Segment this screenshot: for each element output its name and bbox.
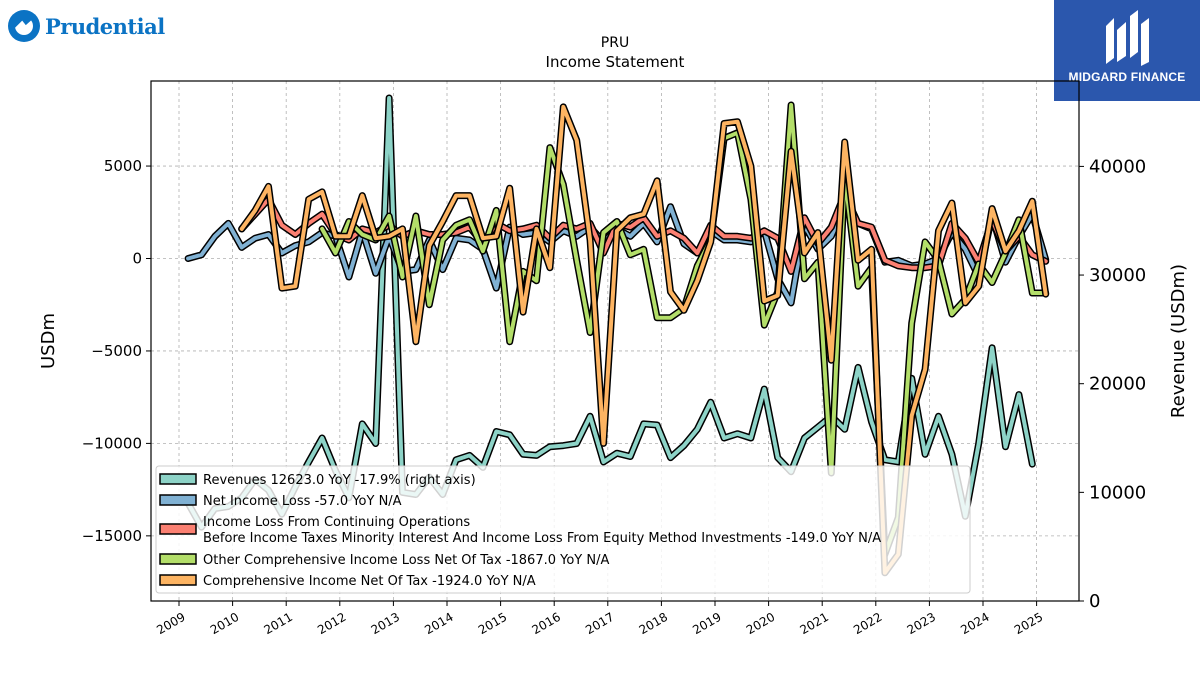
x-tick-label: 2016	[529, 610, 562, 637]
x-tick-label: 2022	[851, 610, 884, 637]
midgard-monogram-icon	[1106, 10, 1149, 66]
y-tick-label-right: 0	[1089, 591, 1100, 612]
x-tick-label: 2013	[369, 610, 402, 637]
midgard-finance-logo: MIDGARD FINANCE	[1054, 0, 1200, 101]
legend-label: Income Loss From Continuing Operations	[203, 515, 470, 530]
midgard-finance-text: MIDGARD FINANCE	[1068, 70, 1186, 84]
x-tick-label: 2014	[422, 610, 455, 637]
x-tick-label: 2017	[583, 610, 616, 637]
legend-swatch	[159, 494, 197, 506]
plot-frame	[150, 80, 1080, 602]
series-line	[239, 104, 1048, 575]
y-tick-label-left: −15000	[82, 527, 142, 545]
y-tick-label-left: 5000	[104, 157, 142, 175]
series-line	[186, 96, 1035, 530]
x-tick-label: 2015	[476, 610, 509, 637]
y-axis-label-right: Revenue (USDm)	[1168, 264, 1189, 418]
y-tick-label-right: 10000	[1089, 482, 1146, 503]
y-tick-label-right: 40000	[1089, 156, 1146, 177]
x-tick-label: 2012	[315, 610, 348, 637]
legend-swatch	[159, 553, 197, 565]
y-tick-label-left: 0	[132, 250, 142, 268]
prudential-wordmark: Prudential	[45, 13, 165, 39]
legend-box	[155, 465, 971, 594]
x-tick-label: 2023	[905, 610, 938, 637]
legend-label: Before Income Taxes Minority Interest An…	[203, 531, 881, 546]
x-tick-label: 2018	[637, 610, 670, 637]
x-tick-label: 2020	[744, 610, 777, 637]
x-tick-label: 2010	[208, 610, 241, 637]
chart-title: PRU	[601, 35, 629, 51]
x-tick-label: 2019	[690, 610, 723, 637]
y-tick-label-left: −5000	[91, 342, 142, 360]
x-tick-label: 2025	[1012, 610, 1045, 637]
legend-swatch	[159, 574, 197, 586]
rock-icon	[8, 10, 40, 42]
legend-swatch	[159, 523, 197, 535]
prudential-logo: Prudential	[8, 8, 178, 44]
chart-subtitle: Income Statement	[546, 53, 685, 71]
y-tick-label-right: 30000	[1089, 265, 1146, 286]
legend-label: Comprehensive Income Net Of Tax -1924.0 …	[203, 574, 536, 589]
x-tick-label: 2024	[958, 610, 991, 637]
legend: Revenues 12623.0 YoY -17.9% (right axis)…	[155, 465, 971, 594]
x-tick-label: 2021	[797, 610, 830, 637]
legend-label: Revenues 12623.0 YoY -17.9% (right axis)	[203, 473, 476, 488]
y-axis-label-left: USDm	[38, 313, 59, 369]
y-tick-label-left: −10000	[82, 434, 142, 452]
y-tick-label-right: 20000	[1089, 374, 1146, 395]
x-tick-label: 2011	[261, 610, 294, 637]
x-tick-label: 2009	[154, 610, 187, 637]
legend-label: Net Income Loss -57.0 YoY N/A	[203, 494, 402, 509]
series-layer	[184, 94, 1050, 577]
legend-swatch	[159, 473, 197, 485]
legend-label: Other Comprehensive Income Loss Net Of T…	[203, 553, 609, 568]
